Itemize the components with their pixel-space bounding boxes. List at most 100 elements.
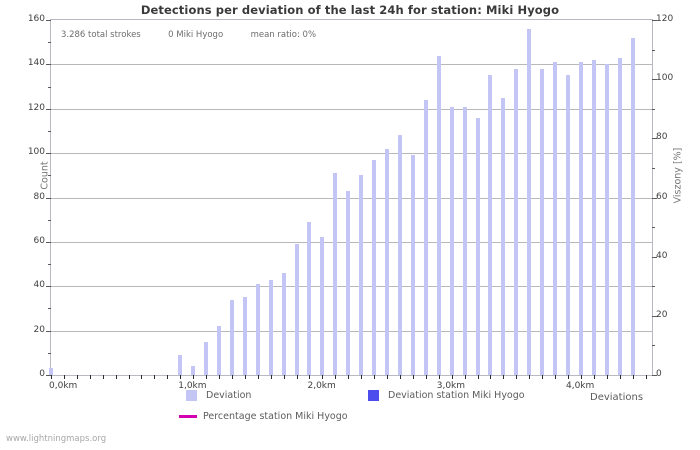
x-tick	[464, 375, 466, 379]
bar	[320, 237, 325, 375]
gridline	[51, 108, 652, 110]
x-tick-label: 3,0km	[436, 381, 466, 391]
bar	[410, 155, 415, 375]
bar	[268, 279, 273, 375]
y-tick-label: 0	[39, 369, 45, 379]
x-tick	[128, 375, 130, 379]
bar	[359, 175, 364, 375]
y-tick-minor	[48, 352, 51, 354]
x-tick	[606, 375, 608, 379]
y-tick-minor	[48, 308, 51, 310]
page-title: Detections per deviation of the last 24h…	[140, 3, 560, 17]
y-tick-label: 120	[27, 102, 45, 113]
bar	[475, 117, 480, 375]
bar	[449, 106, 454, 375]
legend-line-icon	[179, 415, 197, 418]
bar	[553, 62, 558, 375]
bar	[397, 135, 402, 375]
y2-tick-label: 120	[656, 14, 674, 24]
y2-tick-major	[652, 79, 657, 81]
x-tick	[361, 375, 363, 379]
bars-layer	[49, 20, 652, 375]
y2-tick-minor	[652, 286, 655, 288]
y-tick-major	[46, 375, 51, 376]
bar	[591, 59, 596, 375]
bar	[281, 272, 286, 375]
x-tick	[451, 375, 453, 379]
bar	[255, 284, 260, 375]
x-tick	[567, 375, 569, 379]
annotation-station-count: 0 Miki Hyogo	[168, 30, 224, 40]
y-tick-label: 20	[33, 324, 45, 335]
x-tick	[167, 375, 169, 379]
y-axis-right-title: Viszony [%]	[672, 147, 684, 204]
gridline	[51, 330, 652, 332]
annotation-mean-ratio: mean ratio: 0%	[250, 30, 317, 40]
x-tick	[51, 375, 52, 379]
x-tick-label: 2,0km	[307, 381, 336, 391]
x-tick	[580, 375, 582, 379]
x-tick	[283, 375, 285, 379]
x-tick	[102, 375, 104, 379]
x-tick-label: 0,0km	[49, 381, 78, 391]
y-tick-minor	[48, 42, 51, 44]
x-tick	[348, 375, 350, 379]
y-tick-major	[46, 197, 51, 199]
y2-tick-major	[652, 197, 657, 199]
x-tick	[399, 375, 401, 379]
x-tick	[593, 375, 595, 379]
x-tick	[322, 375, 324, 379]
x-tick	[503, 375, 505, 379]
bar	[514, 68, 519, 375]
x-tick	[231, 375, 233, 379]
gridline	[51, 241, 652, 243]
y-tick-label: 80	[33, 191, 45, 202]
y2-tick-major	[652, 256, 657, 258]
x-tick	[619, 375, 621, 379]
legend-item[interactable]: Deviation	[186, 390, 251, 401]
footer-url: www.lightningmaps.org	[6, 434, 107, 444]
bar	[346, 190, 351, 375]
bar	[501, 97, 506, 375]
bar	[294, 244, 299, 375]
y2-tick-label: 40	[656, 250, 668, 261]
y2-tick-label: 100	[656, 73, 674, 84]
x-tick	[516, 375, 518, 379]
bar	[488, 75, 493, 375]
legend-item-label: Deviation station Miki Hyogo	[388, 390, 525, 401]
gridline	[51, 153, 652, 155]
x-tick	[425, 375, 427, 379]
y-tick-major	[46, 20, 51, 21]
bar	[307, 221, 312, 375]
y-axis-left-title: Count	[39, 161, 51, 190]
x-tick	[387, 375, 389, 379]
gridline	[51, 64, 652, 66]
annotation-total-strokes: 3.286 total strokes	[61, 30, 141, 40]
y-tick-major	[46, 108, 51, 110]
y-tick-major	[46, 153, 51, 155]
bar	[565, 75, 570, 375]
bar	[617, 57, 622, 375]
bar	[229, 299, 234, 375]
legend-swatch-icon	[186, 390, 197, 401]
legend-item[interactable]: Percentage station Miki Hyogo	[179, 411, 348, 422]
x-tick-label: 1,0km	[178, 381, 207, 391]
bar	[178, 355, 183, 375]
plot-area: 3.286 total strokes 0 Miki Hyogo mean ra…	[28, 14, 684, 391]
y-tick-minor	[48, 130, 51, 132]
y2-tick-minor	[652, 49, 655, 51]
y-tick-label: 60	[33, 235, 45, 246]
legend-item[interactable]: Deviation station Miki Hyogo	[368, 390, 525, 401]
y2-tick-major	[652, 20, 657, 21]
x-tick	[141, 375, 143, 379]
bar	[436, 55, 441, 375]
x-tick	[257, 375, 259, 379]
x-tick	[374, 375, 376, 379]
y2-tick-label: 60	[656, 191, 668, 202]
chart-legend: Deviation Deviation station Miki Hyogo Per…	[0, 390, 700, 430]
y2-tick-major	[652, 138, 657, 140]
bar	[49, 368, 53, 375]
x-tick-label: 4,0km	[565, 381, 595, 391]
x-tick	[529, 375, 531, 379]
x-tick	[154, 375, 156, 379]
